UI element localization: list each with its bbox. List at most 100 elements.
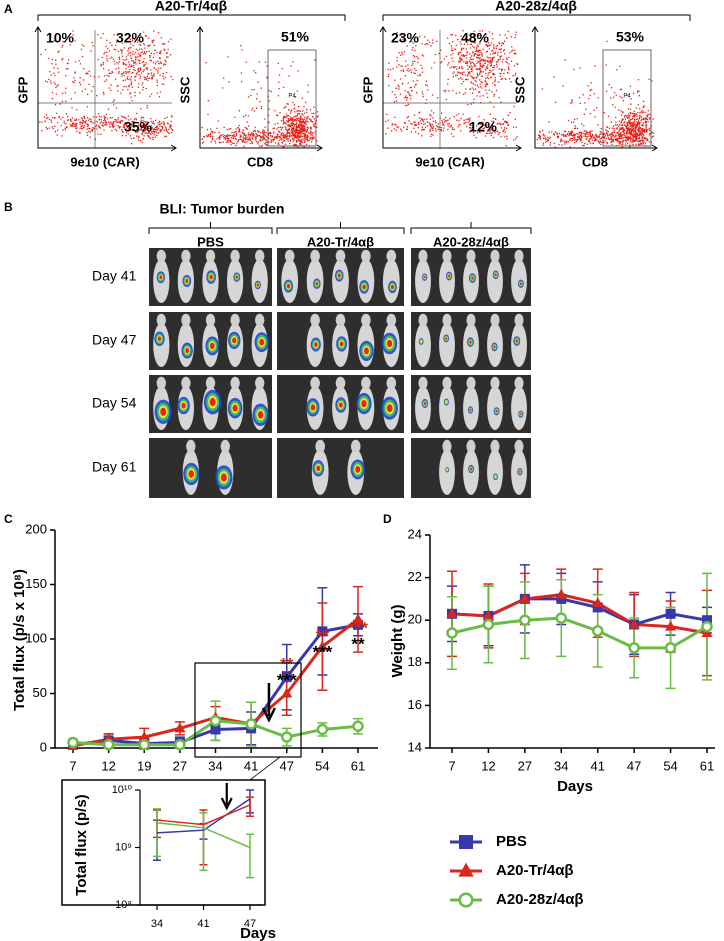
event-dot [255,135,257,138]
event-dot [459,56,461,58]
event-dot [292,127,294,129]
event-dot [155,61,157,63]
event-dot [470,68,472,70]
axis-label: 9e10 (CAR) [70,154,139,169]
event-dot [306,116,308,119]
event-dot [467,68,469,71]
event-dot [276,128,278,130]
event-dot [310,141,313,143]
event-dot [431,110,433,112]
event-dot [627,121,630,123]
event-dot [472,61,474,63]
event-dot [163,48,165,50]
event-dot [637,79,640,81]
event-dot [135,117,137,119]
event-dot [472,77,475,79]
event-dot [405,60,407,62]
event-dot [133,126,135,128]
event-dot [482,58,485,60]
event-dot [619,143,622,145]
event-dot [300,141,302,143]
event-dot [400,65,402,67]
event-dot [617,132,619,135]
event-dot [478,91,480,93]
event-dot [425,84,427,86]
event-dot [414,123,416,126]
event-dot [571,121,573,124]
event-dot [142,70,144,73]
event-dot [407,116,410,118]
event-dot [98,126,100,129]
event-dot [131,39,133,42]
event-dot [410,71,412,73]
event-dot [151,128,153,130]
event-dot [127,115,130,117]
event-dot [492,49,494,51]
event-dot [291,109,293,111]
event-dot [565,135,567,138]
event-dot [226,129,228,131]
event-dot [299,133,301,135]
event-dot [450,54,452,56]
event-dot [633,136,635,138]
event-dot [469,47,471,49]
event-dot [151,74,153,76]
event-dot [618,143,620,145]
event-dot [417,61,419,64]
event-dot [88,83,90,85]
event-dot [294,130,296,132]
event-dot [100,133,102,135]
axis [531,26,658,152]
event-dot [644,121,647,124]
event-dot [646,115,648,117]
event-dot [639,140,641,142]
event-dot [430,135,432,137]
event-dot [473,127,475,129]
event-dot [421,135,423,137]
event-dot [244,114,247,117]
event-dot [84,117,86,120]
event-dot [131,121,133,123]
event-dot [486,84,488,86]
signal [355,466,361,473]
event-dot [113,48,115,50]
event-dot [620,110,622,112]
event-dot [626,138,629,140]
event-dot [219,136,221,139]
event-dot [71,106,73,109]
event-dot [388,62,390,64]
event-dot [257,141,259,143]
event-dot [289,139,291,141]
event-dot [298,105,300,108]
event-dot [150,120,152,123]
event-dot [61,46,63,48]
marker [281,687,293,698]
event-dot [494,118,497,120]
event-dot [636,91,639,93]
event-dot [52,116,54,119]
event-dot [122,126,124,128]
event-dot [153,67,156,69]
event-dot [123,126,125,128]
event-dot [577,138,579,140]
event-dot [283,86,285,89]
event-dot [149,55,151,57]
event-dot [104,120,107,122]
event-dot [561,140,563,142]
event-dot [624,121,626,123]
event-dot [629,134,631,136]
event-dot [501,61,503,63]
event-dot [260,145,262,147]
event-dot [140,119,142,121]
event-dot [482,59,484,62]
event-dot [611,143,613,145]
event-dot [162,72,164,75]
event-dot [302,128,304,130]
event-dot [480,71,482,73]
event-dot [479,95,481,97]
event-dot [141,125,143,128]
event-dot [304,140,306,143]
event-dot [633,140,636,142]
event-dot [508,63,510,65]
event-dot [610,97,612,99]
